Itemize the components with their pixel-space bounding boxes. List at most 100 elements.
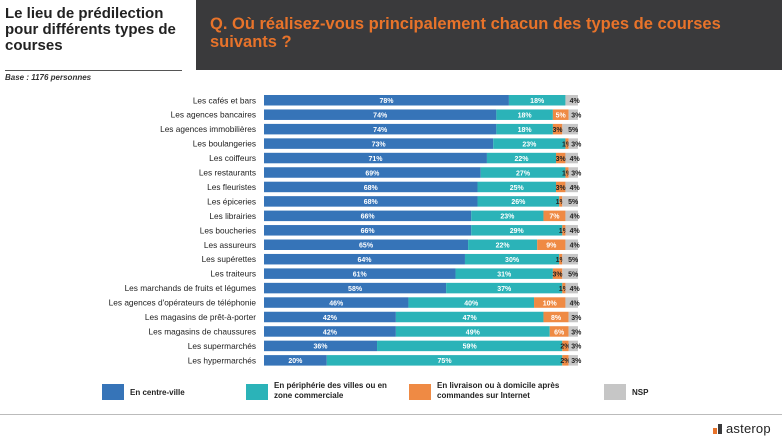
bar-les-traiteurs-s3: [562, 268, 578, 279]
bar-les-fleuristes-s0: [264, 181, 478, 193]
category-label-les-superettes: Les supérettes: [202, 254, 256, 264]
bar-les-superettes-s1: [464, 253, 560, 265]
bar-les-hypermarches-s2: [562, 355, 569, 366]
value-label-les-agences-d-operateurs-de-telephonie-s0: 46%: [329, 300, 344, 307]
value-label-les-librairies-s3: 4%: [570, 214, 581, 221]
title-divider: [5, 70, 182, 71]
category-label-les-boucheries: Les boucheries: [200, 225, 256, 235]
legend-label-centre-ville: En centre-ville: [130, 388, 185, 397]
bar-les-epiceries-s1: [477, 196, 560, 207]
bar-les-fleuristes-s2: [556, 181, 566, 193]
legend-swatch-peripherie: [246, 384, 268, 400]
value-label-les-traiteurs-s2: 3%: [553, 271, 564, 278]
value-label-les-boucheries-s3: 4%: [570, 228, 581, 235]
value-label-les-superettes-s0: 64%: [357, 257, 372, 264]
legend-label-nsp: NSP: [632, 388, 649, 397]
value-label-les-traiteurs-s0: 61%: [353, 271, 368, 278]
bar-les-boulangeries-s2: [565, 138, 569, 149]
value-label-les-librairies-s0: 66%: [361, 214, 376, 221]
value-label-les-supermarches-s1: 59%: [463, 344, 478, 351]
bar-les-librairies-s3: [565, 210, 578, 222]
category-label-les-assureurs: Les assureurs: [204, 240, 256, 250]
bar-les-boulangeries-s1: [493, 138, 566, 149]
value-label-les-cafes-et-bars-s1: 18%: [530, 98, 545, 105]
value-label-les-coiffeurs-s0: 71%: [368, 156, 383, 163]
category-label-les-marchands-de-fruits-et-legumes: Les marchands de fruits et légumes: [125, 283, 256, 293]
value-label-les-supermarches-s2: 2%: [560, 344, 571, 351]
category-label-les-agences-bancaires: Les agences bancaires: [171, 110, 256, 120]
value-label-les-fleuristes-s1: 25%: [510, 185, 525, 192]
bar-les-fleuristes-s1: [477, 181, 557, 193]
category-label-les-agences-immobilieres: Les agences immobilières: [160, 124, 256, 134]
value-label-les-marchands-de-fruits-et-legumes-s3: 4%: [570, 286, 581, 293]
category-label-les-fleuristes: Les fleuristes: [207, 182, 256, 192]
bar-les-magasins-de-pret-a-porter-s0: [264, 311, 396, 323]
bar-les-epiceries-s3: [562, 196, 578, 207]
value-label-les-coiffeurs-s1: 22%: [514, 156, 529, 163]
value-label-les-marchands-de-fruits-et-legumes-s2: 1%: [559, 286, 570, 293]
value-label-les-restaurants-s3: 3%: [571, 170, 582, 177]
value-label-les-superettes-s3: 5%: [568, 257, 579, 264]
bar-les-agences-bancaires-s3: [568, 109, 578, 120]
bar-les-coiffeurs-s3: [565, 152, 578, 164]
value-label-les-hypermarches-s3: 3%: [571, 358, 582, 365]
category-label-les-restaurants: Les restaurants: [199, 168, 256, 178]
value-label-les-fleuristes-s2: 3%: [556, 185, 567, 192]
category-label-les-traiteurs: Les traiteurs: [210, 269, 256, 279]
value-label-les-agences-bancaires-s1: 18%: [518, 113, 533, 120]
bar-les-assureurs-s2: [537, 239, 566, 250]
value-label-les-boucheries-s0: 66%: [361, 228, 376, 235]
value-label-les-epiceries-s3: 5%: [568, 199, 579, 206]
value-label-les-boucheries-s1: 29%: [510, 228, 525, 235]
logo-text: asterop: [726, 421, 771, 436]
value-label-les-assureurs-s0: 65%: [359, 243, 374, 250]
bar-les-agences-immobilieres-s2: [552, 123, 563, 135]
value-label-les-marchands-de-fruits-et-legumes-s1: 37%: [497, 286, 512, 293]
footer-divider: [0, 414, 782, 415]
bar-les-librairies-s2: [543, 210, 566, 222]
value-label-les-magasins-de-chaussures-s1: 49%: [466, 329, 481, 336]
value-label-les-epiceries-s2: 1%: [556, 199, 567, 206]
bar-les-supermarches-s1: [377, 340, 563, 352]
bar-les-agences-bancaires-s2: [552, 109, 569, 120]
bar-les-coiffeurs-s1: [486, 152, 557, 164]
category-label-les-cafes-et-bars: Les cafés et bars: [193, 95, 256, 105]
value-label-les-coiffeurs-s3: 4%: [570, 156, 581, 163]
bar-les-magasins-de-pret-a-porter-s3: [568, 311, 578, 323]
value-label-les-agences-d-operateurs-de-telephonie-s2: 10%: [543, 300, 558, 307]
asterop-logo-icon: [713, 424, 722, 434]
value-label-les-magasins-de-chaussures-s2: 6%: [554, 329, 565, 336]
bar-les-boucheries-s1: [471, 225, 563, 236]
bar-les-librairies-s0: [264, 210, 472, 222]
bar-les-assureurs-s0: [264, 239, 469, 250]
value-label-les-boulangeries-s3: 3%: [571, 141, 582, 148]
bar-les-agences-immobilieres-s0: [264, 123, 497, 135]
category-label-les-agences-d-operateurs-de-telephonie: Les agences d'opérateurs de téléphonie: [109, 298, 257, 308]
value-label-les-assureurs-s3: 4%: [570, 243, 581, 250]
value-label-les-coiffeurs-s2: 3%: [556, 156, 567, 163]
bar-les-supermarches-s0: [264, 340, 378, 352]
value-label-les-agences-immobilieres-s0: 74%: [373, 127, 388, 134]
bar-les-boulangeries-s3: [568, 138, 578, 149]
value-label-les-librairies-s2: 7%: [549, 214, 560, 221]
bar-les-coiffeurs-s2: [556, 152, 566, 164]
bar-les-supermarches-s3: [568, 340, 578, 352]
value-label-les-magasins-de-pret-a-porter-s1: 47%: [463, 315, 478, 322]
value-label-les-epiceries-s1: 26%: [511, 199, 526, 206]
bar-les-restaurants-s1: [480, 167, 566, 178]
bar-les-agences-immobilieres-s3: [562, 123, 578, 135]
value-label-les-superettes-s1: 30%: [505, 257, 520, 264]
page-title: Le lieu de prédilection pour différents …: [5, 5, 176, 54]
bar-les-marchands-de-fruits-et-legumes-s3: [565, 282, 578, 294]
bar-les-traiteurs-s0: [264, 268, 456, 279]
bar-les-hypermarches-s0: [264, 355, 327, 366]
bar-les-coiffeurs-s0: [264, 152, 487, 164]
bar-les-assureurs-s1: [468, 239, 538, 250]
bar-les-restaurants-s2: [565, 167, 569, 178]
bar-les-fleuristes-s3: [565, 181, 578, 193]
bar-les-agences-bancaires-s1: [496, 109, 553, 120]
value-label-les-agences-immobilieres-s3: 5%: [568, 127, 579, 134]
value-label-les-traiteurs-s1: 31%: [497, 271, 512, 278]
value-label-les-supermarches-s3: 3%: [571, 344, 582, 351]
value-label-les-superettes-s2: 1%: [556, 257, 567, 264]
